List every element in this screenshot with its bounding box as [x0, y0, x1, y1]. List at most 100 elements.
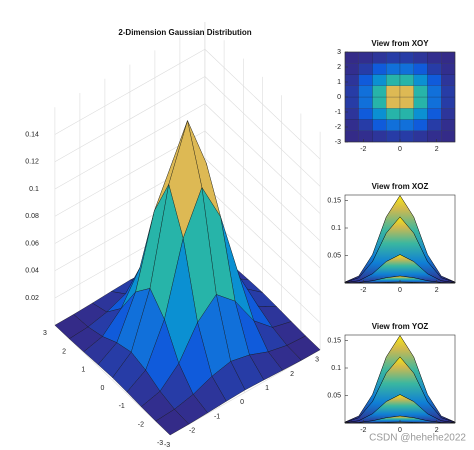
subplot-title: View from XOZ: [372, 182, 429, 191]
heat-cell: [413, 108, 428, 120]
z-tick-label: 0.12: [25, 159, 39, 166]
heat-cell: [441, 85, 456, 98]
heat-cell: [386, 63, 401, 75]
heat-cell: [399, 51, 414, 64]
grid-line: [204, 185, 321, 296]
x-tick-label: -1: [214, 413, 220, 420]
heat-cell: [386, 51, 401, 64]
heat-cell: [358, 85, 373, 98]
heat-cell: [427, 108, 442, 120]
grid-line: [204, 49, 321, 160]
y-tick-label: 0.05: [327, 252, 341, 259]
heat-cell: [344, 85, 359, 98]
heat-cell: [386, 119, 401, 131]
x-tick-label: 0: [240, 399, 244, 406]
y-tick-label: 0.15: [327, 337, 341, 344]
z-tick-label: 0.08: [25, 213, 39, 220]
heat-cell: [358, 74, 373, 86]
x-tick-label: 2: [435, 427, 439, 434]
x-tick-label: 1: [265, 385, 269, 392]
z-tick-label: 0.14: [25, 131, 39, 138]
heat-cell: [427, 51, 442, 64]
heat-cell: [344, 51, 359, 64]
y-tick-label: -3: [157, 440, 163, 447]
grid-line: [204, 103, 321, 214]
y-tick-label: 1: [337, 79, 341, 86]
z-tick-label: 0.02: [25, 295, 39, 302]
heat-cell: [372, 85, 387, 98]
heat-cell: [372, 51, 387, 64]
z-tick-label: 0.1: [29, 186, 39, 193]
heat-cell: [413, 74, 428, 86]
heat-cell: [427, 85, 442, 98]
grid-line: [204, 76, 321, 187]
heat-cell: [399, 108, 414, 120]
heat-cell: [358, 108, 373, 120]
heat-cell: [427, 130, 442, 143]
heat-cell: [358, 119, 373, 131]
x-tick-label: 0: [398, 146, 402, 153]
y-tick-label: -3: [335, 139, 341, 146]
y-tick-label: 0.1: [331, 365, 341, 372]
heat-cell: [441, 130, 456, 143]
heat-cell: [413, 96, 428, 109]
heat-cell: [344, 130, 359, 143]
x-tick-label: 2: [435, 146, 439, 153]
grid-line: [54, 48, 206, 135]
heat-cell: [344, 119, 359, 131]
grid-line: [204, 130, 321, 242]
heat-cell: [372, 63, 387, 75]
heat-cell: [344, 108, 359, 120]
heat-cell: [386, 130, 401, 143]
heat-cell: [441, 63, 456, 75]
heat-cell: [399, 119, 414, 131]
y-tick-label: 3: [43, 330, 47, 337]
grid-line: [54, 103, 206, 190]
heat-cell: [441, 74, 456, 86]
x-tick-label: 0: [398, 287, 402, 294]
y-tick-label: 0.1: [331, 225, 341, 232]
y-tick-label: 0: [101, 385, 105, 392]
subplot-title: View from XOY: [371, 39, 429, 48]
x-tick-label: -2: [360, 146, 366, 153]
heat-cell: [386, 96, 401, 109]
heat-cell: [386, 74, 401, 86]
heat-cell: [427, 74, 442, 86]
heat-cell: [372, 108, 387, 120]
heat-cell: [399, 96, 414, 109]
z-tick-label: 0.06: [25, 240, 39, 247]
heat-cell: [344, 63, 359, 75]
x-tick-label: 2: [435, 287, 439, 294]
grid-line: [54, 76, 206, 162]
heat-cell: [372, 74, 387, 86]
heat-cell: [344, 96, 359, 109]
heat-cell: [441, 108, 456, 120]
heat-cell: [358, 51, 373, 64]
heat-cell: [344, 74, 359, 86]
heat-cell: [399, 85, 414, 98]
x-tick-label: 2: [290, 371, 294, 378]
heat-cell: [372, 130, 387, 143]
x-tick-label: -3: [164, 442, 170, 449]
heat-cell: [399, 130, 414, 143]
heat-cell: [413, 85, 428, 98]
y-tick-label: 2: [62, 348, 66, 355]
heat-cell: [413, 130, 428, 143]
grid-line: [204, 158, 321, 269]
watermark: CSDN @hehehe2022: [369, 433, 466, 444]
heat-cell: [427, 63, 442, 75]
x-tick-label: 0: [398, 427, 402, 434]
y-tick-label: 0: [337, 94, 341, 101]
heat-cell: [358, 130, 373, 143]
x-tick-label: -2: [360, 427, 366, 434]
heat-cell: [441, 96, 456, 109]
x-tick-label: 3: [315, 357, 319, 364]
heat-cell: [427, 119, 442, 131]
x-tick-label: -2: [360, 287, 366, 294]
subplot-title: View from YOZ: [372, 322, 429, 331]
heat-cell: [399, 63, 414, 75]
y-tick-label: -1: [335, 109, 341, 116]
z-tick-label: 0.04: [25, 268, 39, 275]
y-tick-label: -1: [119, 403, 125, 410]
